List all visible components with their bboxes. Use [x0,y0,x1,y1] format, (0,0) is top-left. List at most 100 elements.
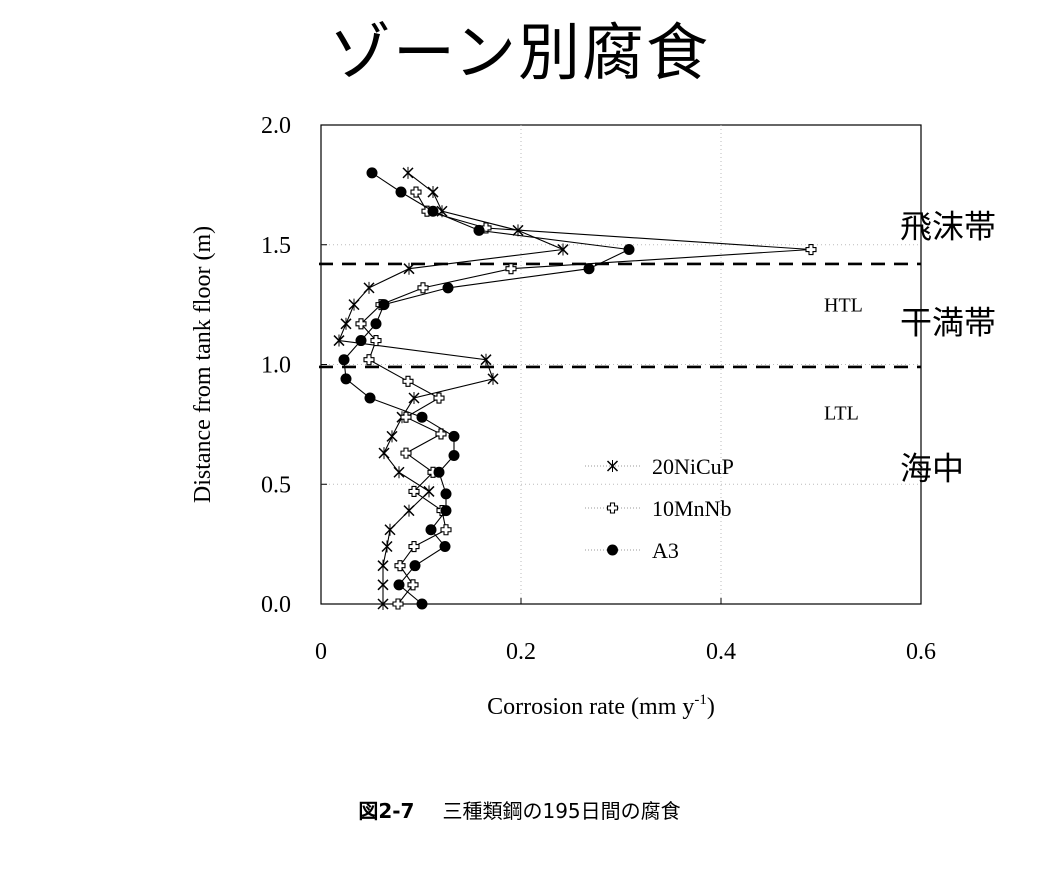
data-point [402,166,414,179]
x-axis-label: Corrosion rate (mm y-1) [487,692,715,720]
x-tick-label: 0.2 [506,639,536,665]
y-tick-label: 0.5 [261,472,291,498]
series-20NiCuP [333,166,569,610]
zone-label: 干満帯 [900,303,996,341]
data-point [370,318,382,330]
data-point [333,334,345,347]
grid-lines [321,125,921,604]
data-point [348,298,360,311]
data-point [433,466,445,478]
data-point [355,335,367,347]
data-point [392,598,404,610]
legend-label: 20NiCuP [652,454,734,479]
x-tick-label: 0 [315,639,327,665]
data-point [448,450,460,462]
x-axis-ticks: 0 0.2 0.4 0.6 [315,598,936,665]
chart-legend: 20NiCuP 10MnNb A3 [585,454,734,563]
data-point [623,244,635,256]
data-point [407,579,419,591]
data-point [338,354,350,366]
y-tick-label: 2.0 [261,113,291,139]
data-point [487,372,499,385]
data-point [440,505,452,517]
data-point [378,299,390,311]
data-point [386,430,398,443]
data-point [408,540,420,553]
data-point [402,375,414,387]
series-layer [333,166,817,610]
data-point [448,430,460,442]
legend-marker [606,502,619,514]
data-point [403,504,415,517]
data-point [403,262,415,275]
data-point [393,466,405,479]
data-point [394,560,406,572]
series-10MnNb [355,186,817,610]
data-point [416,598,428,610]
y-tick-label: 1.5 [261,233,291,259]
figure-number: 図2-7 [358,799,415,823]
data-point [425,524,437,536]
legend-entry: A3 [585,538,679,563]
data-point [442,282,454,294]
data-point [377,598,389,610]
zone-label: HTL [824,295,863,317]
data-point [417,282,429,294]
x-axis-label-main: Corrosion rate (mm y [487,694,694,720]
y-axis-ticks: 0.0 0.5 1.0 1.5 2.0 [261,113,327,618]
series-line [343,172,631,605]
data-point [410,186,422,198]
data-point [408,485,420,497]
data-point [340,373,352,385]
data-point [355,318,367,330]
legend-entry: 10MnNb [585,496,731,521]
data-point [400,447,412,459]
data-point [439,541,451,553]
data-point [377,559,389,572]
data-point [473,224,485,236]
data-point [427,186,439,199]
series-line [360,191,812,605]
corrosion-chart: 0.0 0.5 1.0 1.5 2.0 0 0.2 0.4 0.6 HTL LTL 飛沫帯干満帯海… [190,113,996,720]
data-point [366,167,378,179]
data-point [364,392,376,404]
page-title: ゾーン別腐食 [329,16,710,89]
data-point [393,579,405,591]
data-point [480,353,492,366]
x-tick-label: 0.4 [706,639,736,665]
zone-label: LTL [824,402,859,424]
x-axis-label-close: ) [707,694,715,720]
zone-label: 海中 [900,449,964,487]
data-point [557,243,569,256]
series-A3 [338,167,635,610]
figure-caption: 図2-7 三種類鋼の195日間の腐食 [0,795,1039,824]
x-tick-label: 0.6 [906,639,936,665]
y-tick-label: 1.0 [261,353,291,379]
data-point [433,392,445,404]
legend-entry: 20NiCuP [585,454,734,479]
data-point [440,488,452,500]
data-point [409,560,421,572]
zone-boundaries [319,262,921,369]
y-tick-label: 0.0 [261,592,291,618]
zone-label: 飛沫帯 [900,208,996,246]
data-point [440,524,452,536]
legend-marker [607,544,618,556]
data-point [427,205,439,217]
data-point [363,281,375,294]
data-point [435,428,447,440]
data-point [377,578,389,591]
legend-label: 10MnNb [652,496,731,521]
data-point [423,485,435,498]
data-point [400,411,412,423]
legend-marker [606,460,619,472]
data-point [505,263,517,275]
data-point [363,354,375,366]
data-point [370,335,382,347]
data-point [408,392,420,405]
y-axis-label: Distance from tank floor (m) [190,226,216,503]
x-axis-label-superscript: -1 [694,692,707,708]
series-line [338,172,566,604]
data-point [340,317,352,330]
